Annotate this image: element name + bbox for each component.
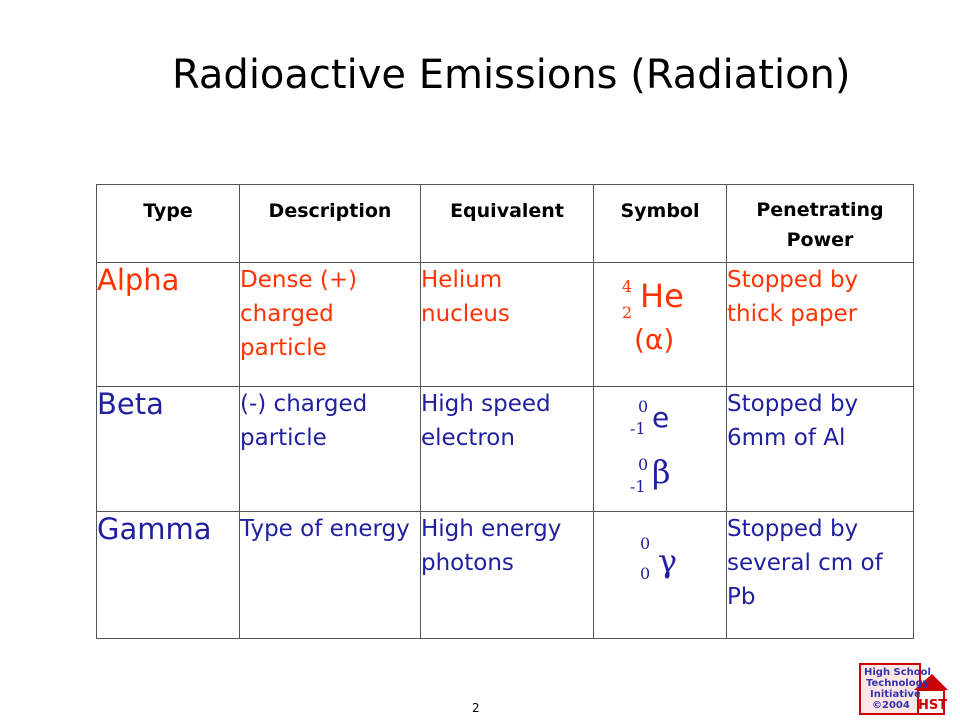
table-row: Alpha Dense (+) charged particle Helium … bbox=[96, 262, 914, 387]
header-equivalent: Equivalent bbox=[420, 184, 594, 263]
alpha-alt-symbol: (α) bbox=[634, 323, 675, 356]
equivalent-beta: High speed electron bbox=[420, 386, 594, 512]
logo-line2: Technology bbox=[866, 678, 930, 689]
page-number: 2 bbox=[472, 701, 480, 715]
header-symbol: Symbol bbox=[593, 184, 727, 263]
alpha-atomic-number: 2 bbox=[622, 303, 633, 322]
power-gamma: Stopped by several cm of Pb bbox=[726, 511, 914, 639]
symbol-alpha: 4 2 He (α) bbox=[593, 262, 727, 387]
beta2-mass-number: 0 bbox=[638, 455, 649, 474]
header-description: Description bbox=[239, 184, 421, 263]
header-penetrating-power: Penetrating Power bbox=[726, 184, 914, 263]
description-alpha: Dense (+) charged particle bbox=[239, 262, 421, 387]
power-alpha: Stopped by thick paper bbox=[726, 262, 914, 387]
power-beta: Stopped by 6mm of Al bbox=[726, 386, 914, 512]
beta-symbol: β bbox=[652, 453, 671, 491]
equivalent-alpha: Helium nucleus bbox=[420, 262, 594, 387]
equivalent-gamma: High energy photons bbox=[420, 511, 594, 639]
type-alpha: Alpha bbox=[97, 263, 180, 297]
header-type: Type bbox=[96, 184, 240, 263]
gamma-mass-number: 0 bbox=[640, 534, 651, 553]
slide-title: Radioactive Emissions (Radiation) bbox=[172, 52, 851, 98]
gamma-symbol: γ bbox=[658, 542, 678, 580]
header-row: Type Description Equivalent Symbol Penet… bbox=[96, 184, 914, 263]
logo-line1: High School bbox=[864, 667, 931, 678]
logo-line4: ©2004 bbox=[872, 700, 910, 711]
description-gamma: Type of energy bbox=[239, 511, 421, 639]
symbol-beta: 0 -1 e 0 -1 β bbox=[593, 386, 727, 512]
beta1-mass-number: 0 bbox=[638, 397, 649, 416]
symbol-gamma: 0 0 γ bbox=[593, 511, 727, 639]
alpha-mass-number: 4 bbox=[622, 277, 633, 296]
hsti-logo: High School Technology Initiative ©2004 … bbox=[859, 663, 948, 715]
description-beta: (-) charged particle bbox=[239, 386, 421, 512]
table-row: Beta (-) charged particle High speed ele… bbox=[96, 386, 914, 512]
type-gamma: Gamma bbox=[97, 512, 212, 546]
alpha-element: He bbox=[640, 277, 684, 315]
logo-line3: Initiative bbox=[870, 689, 921, 700]
beta-electron: e bbox=[652, 401, 670, 434]
table-row: Gamma Type of energy High energy photons… bbox=[96, 511, 914, 639]
beta1-atomic-number: -1 bbox=[630, 419, 646, 438]
radiation-table: Type Description Equivalent Symbol Penet… bbox=[96, 184, 914, 639]
gamma-atomic-number: 0 bbox=[640, 564, 651, 583]
logo-mark: HSTi bbox=[918, 698, 948, 713]
type-beta: Beta bbox=[97, 387, 164, 421]
beta2-atomic-number: -1 bbox=[630, 477, 646, 496]
